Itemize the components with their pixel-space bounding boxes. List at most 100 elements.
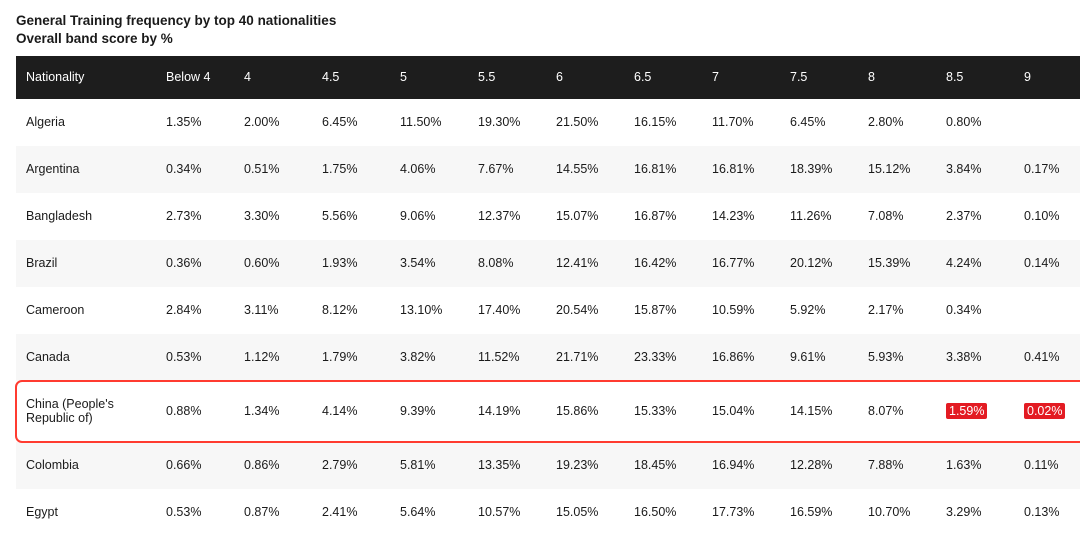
- table-row: Brazil0.36%0.60%1.93%3.54%8.08%12.41%16.…: [16, 240, 1080, 287]
- value-cell: 12.28%: [780, 442, 858, 489]
- col-header: 6.5: [624, 56, 702, 99]
- table-row: Colombia0.66%0.86%2.79%5.81%13.35%19.23%…: [16, 442, 1080, 489]
- nationality-cell: Algeria: [16, 99, 156, 146]
- value-cell: 0.14%: [1014, 240, 1080, 287]
- col-header: 8: [858, 56, 936, 99]
- value-cell: 1.93%: [312, 240, 390, 287]
- value-cell: 3.82%: [390, 334, 468, 381]
- value-cell: 11.70%: [702, 99, 780, 146]
- value-cell: 1.12%: [234, 334, 312, 381]
- title-line-1: General Training frequency by top 40 nat…: [16, 12, 1064, 30]
- value-cell: 19.30%: [468, 99, 546, 146]
- value-cell: 2.73%: [156, 193, 234, 240]
- value-cell: 0.51%: [234, 146, 312, 193]
- nationality-cell: Egypt: [16, 489, 156, 536]
- table-body: Algeria1.35%2.00%6.45%11.50%19.30%21.50%…: [16, 99, 1080, 536]
- value-cell: 9.06%: [390, 193, 468, 240]
- value-cell: 12.41%: [546, 240, 624, 287]
- value-cell: 14.15%: [780, 381, 858, 442]
- value-cell: 3.29%: [936, 489, 1014, 536]
- value-cell: 1.34%: [234, 381, 312, 442]
- col-header: 5.5: [468, 56, 546, 99]
- value-cell: 21.71%: [546, 334, 624, 381]
- nationality-cell: Colombia: [16, 442, 156, 489]
- value-cell: 7.88%: [858, 442, 936, 489]
- value-cell: 16.94%: [702, 442, 780, 489]
- value-cell: 2.84%: [156, 287, 234, 334]
- value-cell: 5.64%: [390, 489, 468, 536]
- value-cell: 0.53%: [156, 334, 234, 381]
- value-cell: 9.61%: [780, 334, 858, 381]
- value-cell: 8.12%: [312, 287, 390, 334]
- value-cell: 11.26%: [780, 193, 858, 240]
- value-cell: [1014, 99, 1080, 146]
- value-cell: 0.86%: [234, 442, 312, 489]
- value-cell: 2.00%: [234, 99, 312, 146]
- nationality-cell: Canada: [16, 334, 156, 381]
- nationality-cell: Argentina: [16, 146, 156, 193]
- value-cell: 14.55%: [546, 146, 624, 193]
- value-cell: 16.87%: [624, 193, 702, 240]
- value-cell: 16.15%: [624, 99, 702, 146]
- value-cell: 2.37%: [936, 193, 1014, 240]
- value-cell: 13.35%: [468, 442, 546, 489]
- table-row: China (People's Republic of)0.88%1.34%4.…: [16, 381, 1080, 442]
- value-cell: 2.41%: [312, 489, 390, 536]
- value-cell: 11.52%: [468, 334, 546, 381]
- value-cell: 20.12%: [780, 240, 858, 287]
- value-cell: 2.17%: [858, 287, 936, 334]
- value-cell: 8.08%: [468, 240, 546, 287]
- value-cell: 15.04%: [702, 381, 780, 442]
- value-cell: 0.34%: [936, 287, 1014, 334]
- col-header: 7: [702, 56, 780, 99]
- value-cell: 20.54%: [546, 287, 624, 334]
- value-cell: 0.87%: [234, 489, 312, 536]
- value-cell: 15.33%: [624, 381, 702, 442]
- value-cell: [1014, 287, 1080, 334]
- value-cell: 19.23%: [546, 442, 624, 489]
- value-cell: 0.66%: [156, 442, 234, 489]
- value-cell: 4.14%: [312, 381, 390, 442]
- nationality-cell: Cameroon: [16, 287, 156, 334]
- table-row: Egypt0.53%0.87%2.41%5.64%10.57%15.05%16.…: [16, 489, 1080, 536]
- value-cell: 5.56%: [312, 193, 390, 240]
- value-cell: 14.19%: [468, 381, 546, 442]
- col-header: 8.5: [936, 56, 1014, 99]
- value-cell: 14.23%: [702, 193, 780, 240]
- value-cell: 15.12%: [858, 146, 936, 193]
- band-score-table: NationalityBelow 444.555.566.577.588.59 …: [16, 56, 1080, 535]
- value-cell: 10.59%: [702, 287, 780, 334]
- value-cell: 16.81%: [624, 146, 702, 193]
- value-cell: 10.57%: [468, 489, 546, 536]
- highlighted-value: 0.02%: [1024, 403, 1065, 419]
- value-cell: 15.86%: [546, 381, 624, 442]
- value-cell: 1.79%: [312, 334, 390, 381]
- value-cell: 17.40%: [468, 287, 546, 334]
- value-cell: 8.07%: [858, 381, 936, 442]
- col-header: Below 4: [156, 56, 234, 99]
- col-header: 9: [1014, 56, 1080, 99]
- value-cell: 12.37%: [468, 193, 546, 240]
- nationality-cell: Brazil: [16, 240, 156, 287]
- nationality-cell: Bangladesh: [16, 193, 156, 240]
- value-cell: 16.59%: [780, 489, 858, 536]
- value-cell: 5.92%: [780, 287, 858, 334]
- value-cell: 17.73%: [702, 489, 780, 536]
- value-cell: 0.60%: [234, 240, 312, 287]
- table-row: Cameroon2.84%3.11%8.12%13.10%17.40%20.54…: [16, 287, 1080, 334]
- value-cell: 13.10%: [390, 287, 468, 334]
- value-cell: 3.11%: [234, 287, 312, 334]
- highlighted-value: 1.59%: [946, 403, 987, 419]
- value-cell: 0.36%: [156, 240, 234, 287]
- value-cell: 16.86%: [702, 334, 780, 381]
- col-header: 7.5: [780, 56, 858, 99]
- value-cell: 0.13%: [1014, 489, 1080, 536]
- value-cell: 15.07%: [546, 193, 624, 240]
- value-cell: 10.70%: [858, 489, 936, 536]
- value-cell: 0.11%: [1014, 442, 1080, 489]
- value-cell: 2.79%: [312, 442, 390, 489]
- value-cell: 16.81%: [702, 146, 780, 193]
- value-cell: 3.84%: [936, 146, 1014, 193]
- value-cell: 16.77%: [702, 240, 780, 287]
- col-header: 4.5: [312, 56, 390, 99]
